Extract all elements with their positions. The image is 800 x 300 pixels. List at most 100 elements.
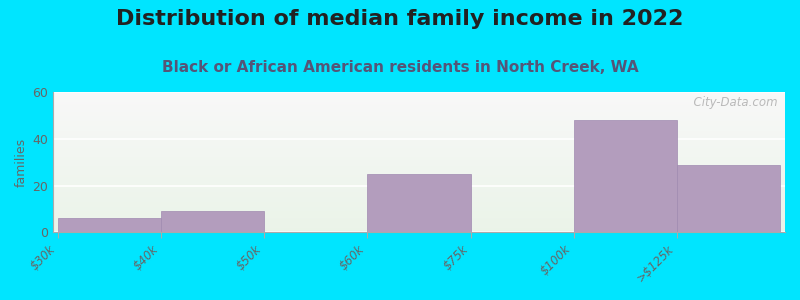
Bar xyxy=(53,157,785,158)
Bar xyxy=(53,100,785,101)
Bar xyxy=(53,199,785,200)
Bar xyxy=(53,184,785,185)
Bar xyxy=(53,227,785,228)
Bar xyxy=(53,156,785,157)
Bar xyxy=(53,190,785,191)
Bar xyxy=(53,137,785,138)
Bar xyxy=(53,106,785,107)
Bar xyxy=(53,118,785,119)
Bar xyxy=(53,212,785,213)
Bar xyxy=(53,98,785,99)
Text: Distribution of median family income in 2022: Distribution of median family income in … xyxy=(116,9,684,29)
Bar xyxy=(53,140,785,141)
Bar xyxy=(53,195,785,196)
Bar xyxy=(53,219,785,220)
Bar xyxy=(53,167,785,168)
Bar xyxy=(53,188,785,189)
Bar xyxy=(53,96,785,97)
Bar xyxy=(53,100,785,101)
Bar xyxy=(53,201,785,202)
Bar xyxy=(53,145,785,146)
Bar xyxy=(53,170,785,171)
Bar xyxy=(53,202,785,203)
Bar xyxy=(53,116,785,117)
Bar xyxy=(53,222,785,223)
Bar xyxy=(53,165,785,166)
Bar xyxy=(53,144,785,145)
Bar xyxy=(53,229,785,230)
Bar xyxy=(53,102,785,103)
Bar xyxy=(53,171,785,172)
Bar xyxy=(53,135,785,136)
Bar xyxy=(53,94,785,95)
Bar xyxy=(53,120,785,121)
Bar xyxy=(53,123,785,124)
Bar xyxy=(53,228,785,229)
Bar xyxy=(53,198,785,199)
Bar xyxy=(53,207,785,208)
Bar xyxy=(53,187,785,188)
Bar xyxy=(53,139,785,140)
Bar xyxy=(53,121,785,122)
Bar xyxy=(53,148,785,149)
Bar xyxy=(53,150,785,151)
Bar xyxy=(53,111,785,112)
Bar xyxy=(53,180,785,181)
Bar xyxy=(677,165,780,232)
Bar xyxy=(53,217,785,218)
Bar xyxy=(53,181,785,182)
Bar xyxy=(53,126,785,127)
Bar xyxy=(53,143,785,144)
Bar xyxy=(53,130,785,131)
Bar xyxy=(53,226,785,227)
Bar xyxy=(53,131,785,132)
Bar xyxy=(53,142,785,143)
Bar xyxy=(53,213,785,214)
Y-axis label: families: families xyxy=(15,138,28,187)
Bar xyxy=(53,155,785,156)
Bar xyxy=(53,197,785,198)
Bar xyxy=(53,134,785,135)
Bar xyxy=(53,168,785,169)
Bar xyxy=(53,208,785,209)
Bar xyxy=(53,189,785,190)
Bar xyxy=(58,218,161,233)
Bar xyxy=(161,212,264,233)
Bar xyxy=(53,214,785,215)
Bar xyxy=(53,191,785,192)
Text: City-Data.com: City-Data.com xyxy=(686,96,778,109)
Bar xyxy=(53,169,785,170)
Bar xyxy=(53,179,785,180)
Bar xyxy=(53,209,785,210)
Bar xyxy=(53,186,785,187)
Bar xyxy=(53,173,785,174)
Bar xyxy=(53,124,785,125)
Bar xyxy=(53,107,785,108)
Bar xyxy=(53,164,785,165)
Bar xyxy=(53,206,785,207)
Bar xyxy=(53,210,785,211)
Bar xyxy=(53,95,785,96)
Bar xyxy=(53,204,785,205)
Bar xyxy=(53,115,785,116)
Bar xyxy=(53,146,785,147)
Bar xyxy=(53,112,785,113)
Bar xyxy=(53,151,785,152)
Bar xyxy=(53,193,785,194)
Bar xyxy=(53,211,785,212)
Bar xyxy=(53,172,785,173)
Bar xyxy=(53,220,785,221)
Bar xyxy=(53,122,785,123)
Bar xyxy=(53,185,785,186)
Bar xyxy=(53,129,785,130)
Bar xyxy=(53,161,785,162)
Bar xyxy=(53,152,785,153)
Bar xyxy=(53,160,785,161)
Bar xyxy=(53,215,785,216)
Bar xyxy=(53,223,785,224)
Bar xyxy=(53,114,785,115)
Bar xyxy=(53,153,785,154)
Bar xyxy=(53,194,785,195)
Bar xyxy=(53,103,785,104)
Bar xyxy=(53,178,785,179)
